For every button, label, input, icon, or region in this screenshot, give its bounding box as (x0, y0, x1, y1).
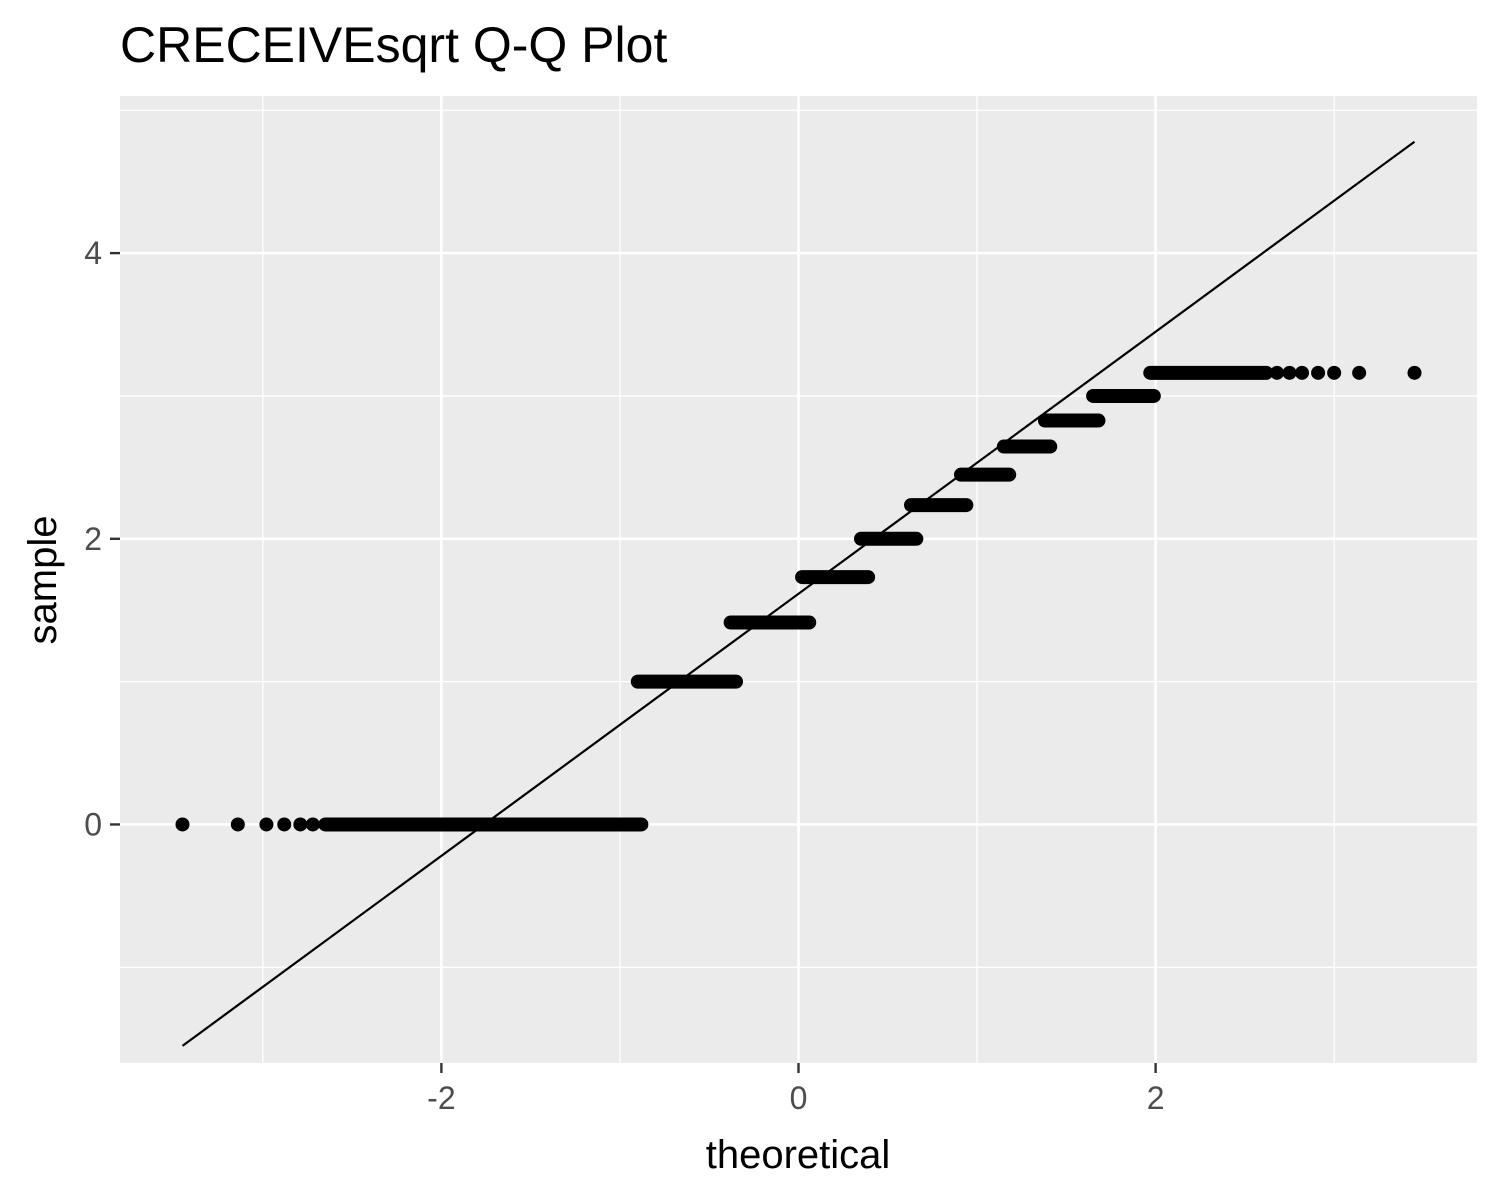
x-axis: -2 0 2 (427, 1063, 1165, 1116)
sample-point (1352, 365, 1367, 380)
y-tick-label: 2 (84, 521, 102, 557)
y-tick-label: 0 (84, 806, 102, 842)
x-tick-label: 2 (1147, 1080, 1165, 1116)
sample-point (1270, 365, 1285, 380)
y-axis: 0 2 4 (84, 235, 120, 842)
y-axis-title: sample (21, 516, 65, 645)
sample-point (1327, 365, 1342, 380)
sample-point (1295, 365, 1310, 380)
chart-title: CRECEIVEsqrt Q-Q Plot (120, 17, 667, 73)
sample-point (1311, 365, 1326, 380)
sample-point (230, 817, 245, 832)
sample-point (175, 817, 190, 832)
reference-line (181, 140, 1416, 1047)
x-tick-label: 0 (790, 1080, 808, 1116)
sample-point (1282, 365, 1297, 380)
y-tick-label: 4 (84, 235, 102, 271)
sample-point (293, 817, 308, 832)
sample-point (305, 817, 320, 832)
sample-point (259, 817, 274, 832)
sample-point (277, 817, 292, 832)
x-tick-label: -2 (427, 1080, 455, 1116)
sample-point (1407, 365, 1422, 380)
x-axis-title: theoretical (706, 1133, 891, 1177)
